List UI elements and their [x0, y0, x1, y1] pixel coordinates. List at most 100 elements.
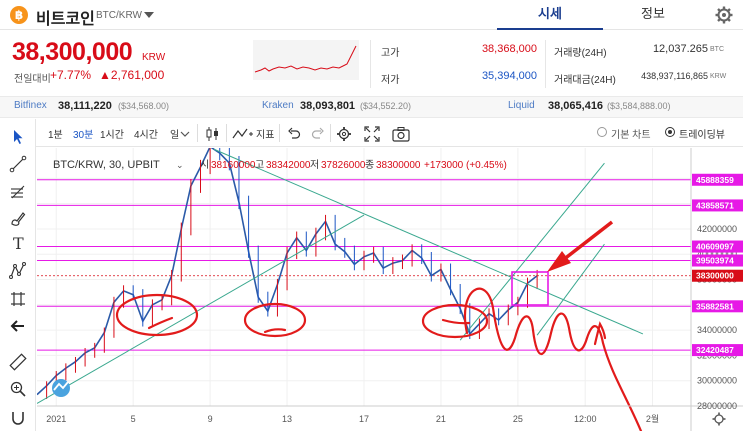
annotation-arrow: [441, 318, 471, 325]
interval-1d[interactable]: 일: [170, 130, 180, 141]
y-tick-label: 42000000: [697, 224, 737, 234]
price-line-label: 40609097: [696, 242, 734, 252]
chevron-down-icon[interactable]: ⌄: [176, 160, 184, 170]
indicator-icon[interactable]: [232, 126, 254, 142]
settings-icon[interactable]: [336, 126, 352, 142]
cursor-icon[interactable]: [9, 128, 27, 146]
x-tick-label: 2021: [46, 414, 66, 424]
price-line-labels: 45888359 43858571 40609097 39503974 38300000…: [692, 173, 743, 357]
fib-tool-icon[interactable]: [9, 183, 27, 201]
price-line-tag: [692, 300, 743, 313]
prediction-tool-icon[interactable]: [9, 290, 27, 308]
tradingview-label[interactable]: 트레이딩뷰: [679, 130, 725, 141]
trendline: [459, 162, 605, 341]
exchange-name[interactable]: Bitfinex: [14, 100, 47, 111]
pattern-tool-icon[interactable]: [9, 262, 27, 280]
pointer-arrow: [547, 220, 614, 272]
price-line-label: 35882581: [696, 301, 734, 311]
divider: [279, 124, 280, 142]
ohlc-high: 38342000: [266, 160, 311, 171]
annotation-circle: [115, 293, 199, 337]
tab-price[interactable]: 시세: [497, 0, 603, 30]
radio-basic-chart[interactable]: [597, 127, 607, 137]
price-chart[interactable]: BTC/KRW, 30, UPBIT ⌄ 시 38160000 고 383420…: [37, 148, 743, 431]
exchange-name[interactable]: Liquid: [508, 100, 535, 111]
change-percent: +7.77%: [50, 68, 92, 82]
high-label: 고가: [381, 48, 400, 59]
interval-4h[interactable]: 4시간: [134, 130, 158, 141]
x-tick-label: 2월: [646, 413, 659, 424]
chart-title: BTC/KRW, 30, UPBIT: [53, 159, 160, 171]
annotation-circle: [421, 303, 489, 339]
ohlc-close-label: 종: [365, 159, 374, 171]
hand-annotations: [115, 271, 643, 431]
x-tick-label: 12:00: [574, 414, 597, 424]
ohlc-low: 37826000: [321, 160, 366, 171]
ohlc-open-label: 시: [200, 159, 209, 171]
price-line-tag: [692, 173, 743, 186]
change-label: 전일대비: [14, 74, 51, 85]
price-line-tag: [692, 199, 743, 212]
chart-settings-icon[interactable]: [712, 412, 726, 426]
highlight-box: [511, 271, 549, 306]
gear-icon[interactable]: [714, 5, 734, 25]
chevron-down-icon[interactable]: [144, 12, 154, 18]
interval-1m[interactable]: 1분: [48, 130, 63, 141]
low-value: 35,394,000: [481, 70, 537, 82]
brush-icon[interactable]: [9, 210, 27, 228]
volume-value: 12,037.265: [652, 43, 708, 55]
annotation-arrow: [593, 321, 607, 346]
indicator-label[interactable]: 지표: [256, 130, 275, 141]
radio-tradingview[interactable]: [665, 127, 675, 137]
top-header: [0, 0, 743, 30]
high-value: 38,368,000: [481, 43, 537, 55]
annotation-arrow: [263, 328, 287, 334]
divider: [197, 124, 198, 142]
interval-1h[interactable]: 1시간: [100, 130, 124, 141]
exchange-usd: ($3,584,888.00): [607, 101, 671, 111]
interval-30m[interactable]: 30분: [73, 130, 94, 141]
magnet-icon[interactable]: [9, 410, 27, 428]
y-tick-label: 28000000: [697, 401, 737, 411]
volume-label: 거래량(24H): [554, 48, 607, 59]
coin-pair: BTC/KRW: [96, 10, 142, 21]
exchange-usd: ($34,552.20): [360, 101, 412, 111]
bitcoin-icon: ฿: [10, 6, 28, 24]
trendline: [37, 214, 365, 404]
trendline-icon[interactable]: [9, 155, 27, 173]
arrow-left-icon[interactable]: [9, 317, 27, 335]
exchange-price: 38,065,416: [548, 100, 604, 112]
ruler-icon[interactable]: [9, 353, 27, 371]
trendline: [213, 148, 644, 335]
coin-name: 비트코인: [36, 11, 95, 28]
volume-unit: BTC: [710, 46, 724, 53]
y-tick-label: 30000000: [697, 376, 737, 386]
exchange-usd: ($34,568.00): [118, 101, 170, 111]
low-label: 저가: [381, 75, 400, 86]
divider: [330, 124, 331, 142]
price-line-label: 38300000: [696, 271, 734, 281]
camera-icon[interactable]: [392, 126, 410, 142]
exchange-name[interactable]: Kraken: [262, 100, 294, 111]
x-tick-label: 17: [359, 414, 369, 424]
amount-label: 거래대금(24H): [554, 75, 616, 86]
fullscreen-icon[interactable]: [364, 126, 380, 142]
price-line-label: 39503974: [696, 256, 734, 266]
chevron-down-icon[interactable]: [180, 130, 190, 138]
x-tick-label: 25: [513, 414, 523, 424]
divider: [226, 124, 227, 142]
zoom-icon[interactable]: [9, 380, 27, 398]
text-tool-icon[interactable]: T: [13, 234, 24, 253]
time-scale[interactable]: 2021 5 9 13 17 21 25 12:00 2월: [46, 413, 659, 424]
price-line-tag: [692, 240, 743, 253]
ohlc-high-label: 고: [255, 160, 264, 171]
price-line-tag: [692, 344, 743, 357]
candlestick-icon[interactable]: [205, 126, 221, 142]
redo-icon[interactable]: [311, 127, 325, 141]
tab-info[interactable]: 정보: [641, 6, 665, 21]
ohlc-close: 38300000: [376, 160, 421, 171]
undo-icon[interactable]: [287, 127, 301, 141]
tradingview-logo: [52, 379, 70, 397]
x-tick-label: 5: [131, 414, 136, 424]
basic-chart-label[interactable]: 기본 차트: [611, 130, 651, 141]
